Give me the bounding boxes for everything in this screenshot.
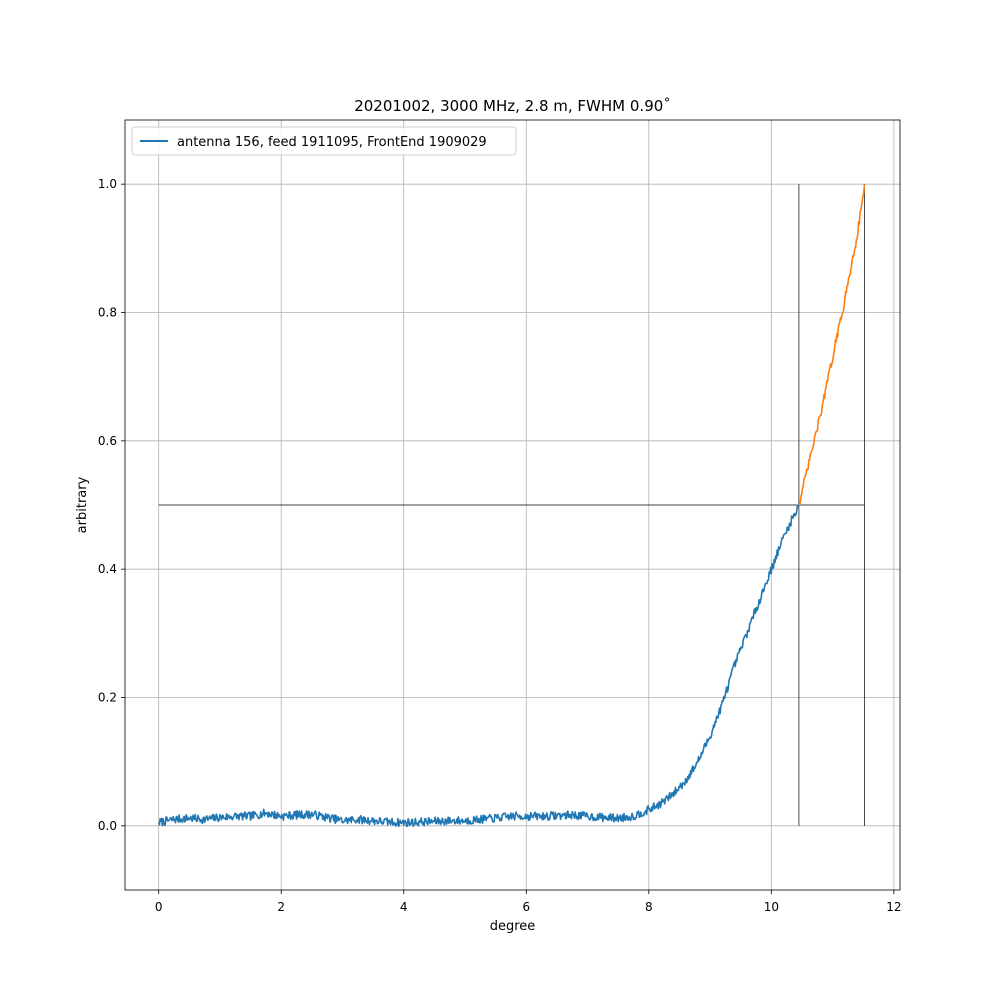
- y-tick-label: 0.0: [98, 819, 117, 833]
- y-tick-label: 1.0: [98, 177, 117, 191]
- chart-title: 20201002, 3000 MHz, 2.8 m, FWHM 0.90˚: [354, 97, 671, 115]
- series-line-antenna: [157, 504, 800, 828]
- x-axis-label: degree: [490, 919, 536, 934]
- x-tick-label: 2: [277, 900, 285, 914]
- legend-box: [131, 126, 517, 156]
- y-tick-label: 0.4: [98, 562, 117, 576]
- series-line-highlight: [798, 184, 866, 506]
- legend: antenna 156, feed 1911095, FrontEnd 1909…: [131, 126, 517, 156]
- x-tick-label: 4: [400, 900, 408, 914]
- y-tick-label: 0.8: [98, 306, 117, 320]
- x-tick-label: 8: [645, 900, 653, 914]
- axis-ticks: 0 2 4 6 8 10 12 0.0 0.2 0.4 0.6 0.8 1.0: [98, 177, 902, 914]
- x-tick-label: 0: [155, 900, 163, 914]
- plot-frame: [124, 119, 901, 891]
- x-tick-label: 10: [764, 900, 779, 914]
- x-tick-label: 6: [522, 900, 530, 914]
- y-axis-label: arbitrary: [75, 476, 90, 533]
- legend-entry: antenna 156, feed 1911095, FrontEnd 1909…: [177, 135, 487, 150]
- series-lines: [157, 184, 866, 828]
- y-tick-label: 0.6: [98, 434, 117, 448]
- y-tick-label: 0.2: [98, 691, 117, 705]
- x-tick-label: 12: [886, 900, 901, 914]
